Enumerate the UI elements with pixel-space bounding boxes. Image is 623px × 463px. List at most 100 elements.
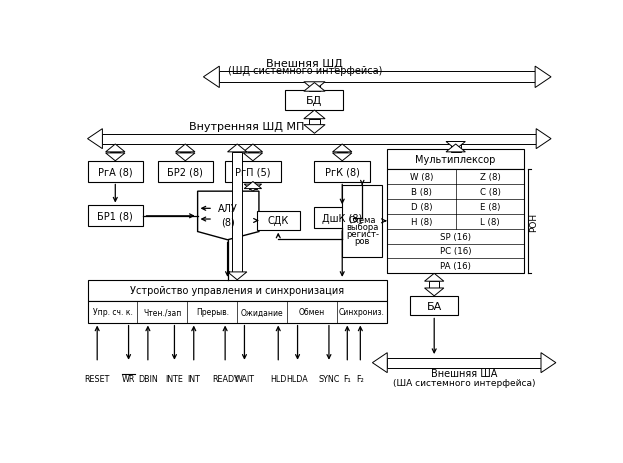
Bar [232,152,242,272]
Polygon shape [304,83,325,92]
Text: РгК (8): РгК (8) [325,167,359,177]
Bar [158,162,213,182]
Text: БД: БД [307,96,323,106]
Text: PC (16): PC (16) [440,247,472,256]
Bar [110,152,120,154]
Bar [315,208,370,228]
Polygon shape [227,144,247,152]
Text: ров: ров [354,236,370,245]
Bar [309,82,320,92]
Text: (ШД системного интерфейса): (ШД системного интерфейса) [227,66,382,75]
Polygon shape [333,144,352,152]
Text: Упр. сч. к.: Упр. сч. к. [93,308,133,317]
Text: SYNC: SYNC [318,374,340,383]
Bar [338,152,347,154]
Bar [410,296,459,316]
Text: F₂: F₂ [356,374,364,383]
Bar [257,212,300,230]
Bar [102,134,536,144]
Polygon shape [536,129,551,150]
Text: INT: INT [188,374,200,383]
Text: Синхрониз.: Синхрониз. [339,308,385,317]
Polygon shape [244,185,262,192]
Polygon shape [243,154,262,162]
Polygon shape [304,82,325,91]
Text: Мультиплексор: Мультиплексор [416,155,496,165]
Text: HLD: HLD [270,374,287,383]
Text: БР2 (8): БР2 (8) [168,167,203,177]
Polygon shape [176,144,195,152]
Polygon shape [446,144,465,152]
Text: F₁: F₁ [343,374,351,383]
Text: ДшК (8): ДшК (8) [322,213,363,223]
Bar [387,169,525,274]
Text: READY: READY [212,374,239,383]
Polygon shape [541,353,556,373]
Text: (8): (8) [221,218,234,227]
Text: регист-: регист- [346,229,379,238]
Text: Внешняя ША: Внешняя ША [431,369,497,379]
Text: (ША системного интерфейса): (ША системного интерфейса) [393,378,535,387]
Text: Внешняя ШД: Внешняя ШД [267,58,343,69]
Text: СДК: СДК [268,216,289,226]
Polygon shape [106,144,125,152]
Bar [343,186,382,257]
Text: Ожидание: Ожидание [241,308,283,317]
Text: БР1 (8): БР1 (8) [97,211,133,221]
Bar [87,206,143,227]
Text: выбора: выбора [346,222,378,231]
Polygon shape [424,274,444,282]
Text: Внутренняя ШД МП: Внутренняя ШД МП [189,122,305,132]
Bar [388,358,541,368]
Polygon shape [227,272,247,280]
Polygon shape [535,67,551,88]
Text: Прерыв.: Прерыв. [196,308,229,317]
Text: INTE: INTE [166,374,183,383]
Polygon shape [176,154,195,162]
Polygon shape [373,353,388,373]
Bar [181,152,190,154]
Text: АЛУ: АЛУ [217,204,237,214]
Polygon shape [304,111,325,119]
Bar [309,119,320,125]
Text: РгА (8): РгА (8) [98,167,133,177]
Polygon shape [243,144,262,152]
Bar [87,301,387,323]
Bar [87,162,143,182]
Text: Устройство управления и синхронизация: Устройство управления и синхронизация [130,286,345,296]
Polygon shape [106,154,125,162]
Text: РгП (5): РгП (5) [235,167,270,177]
Bar [429,282,439,288]
Bar [451,142,460,152]
Polygon shape [197,192,259,240]
Text: L (8): L (8) [480,217,500,226]
Text: WAIT: WAIT [234,374,254,383]
Text: Обмен: Обмен [299,308,325,317]
Bar [219,72,535,83]
Text: PA (16): PA (16) [440,262,471,271]
Text: БА: БА [427,301,442,311]
Polygon shape [87,129,102,150]
Text: C (8): C (8) [480,188,500,196]
Bar [248,152,258,154]
Bar [315,162,370,182]
Text: Чтен./зап: Чтен./зап [143,308,181,317]
Text: W (8): W (8) [409,173,433,181]
Text: SP (16): SP (16) [440,232,471,241]
Bar [249,185,257,189]
Bar [225,162,280,182]
Text: РОН: РОН [529,212,538,231]
Text: D (8): D (8) [411,202,432,211]
Text: Z (8): Z (8) [480,173,500,181]
Polygon shape [333,154,352,162]
Text: DBIN: DBIN [138,374,158,383]
Text: E (8): E (8) [480,202,500,211]
Polygon shape [244,182,262,189]
Text: RESET: RESET [85,374,110,383]
Text: HLDA: HLDA [287,374,308,383]
Polygon shape [446,142,465,150]
Text: Схема: Схема [348,215,376,224]
Polygon shape [424,288,444,296]
Text: WR: WR [122,374,135,383]
Bar [387,150,525,169]
